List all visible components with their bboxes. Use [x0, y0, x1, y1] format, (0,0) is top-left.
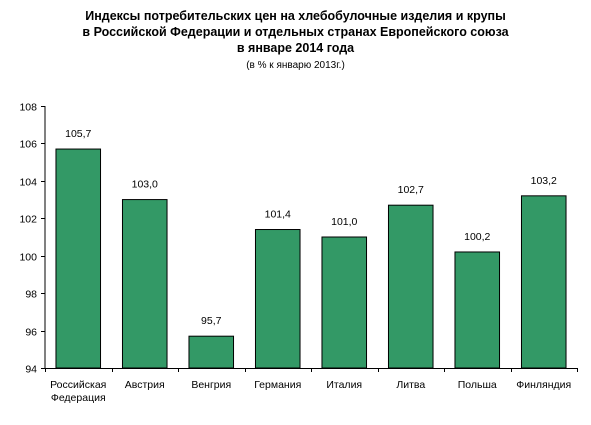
y-axis: 94 96 98 100 102 104 106 108 — [19, 102, 46, 376]
y-tick-label: 108 — [19, 102, 37, 114]
data-label: 95,7 — [201, 315, 222, 327]
data-label: 103,0 — [132, 179, 158, 191]
data-label: 102,7 — [398, 184, 424, 196]
data-label: 105,7 — [65, 128, 91, 140]
y-tick-label: 100 — [19, 252, 37, 264]
chart-title: Индексы потребительских цен на хлебобуло… — [0, 8, 591, 56]
x-tick-label: Германия — [254, 379, 301, 391]
chart-subtitle: (в % к январю 2013г.) — [246, 60, 345, 71]
x-tick-label: Федерация — [51, 392, 106, 404]
data-label: 103,2 — [531, 175, 557, 187]
chart-title-line-2: в Российской Федерации и отдельных стран… — [82, 25, 509, 39]
x-tick-label: Австрия — [125, 379, 165, 391]
x-tick-label: Литва — [396, 379, 425, 391]
chart-title-line-1: Индексы потребительских цен на хлебобуло… — [85, 9, 506, 23]
y-tick-label: 94 — [25, 364, 37, 376]
x-tick-label: Польша — [458, 379, 497, 391]
data-label: 101,0 — [331, 216, 357, 228]
data-label: 101,4 — [265, 209, 291, 221]
bar — [121, 199, 168, 369]
bar — [454, 251, 501, 369]
y-tick-label: 98 — [25, 289, 37, 301]
x-tick-label: Российская — [50, 379, 106, 391]
bar — [387, 204, 434, 369]
y-tick-label: 102 — [19, 214, 37, 226]
y-tick-label: 96 — [25, 327, 37, 339]
x-tick-label: Италия — [326, 379, 362, 391]
y-tick-label: 106 — [19, 139, 37, 151]
value-labels: 105,7 103,0 95,7 101,4 101,0 102,7 100,2 103,2 — [65, 128, 557, 327]
data-label: 100,2 — [464, 231, 490, 243]
bar — [520, 195, 567, 369]
bar — [188, 335, 235, 369]
bar — [321, 236, 368, 369]
x-tick-label: Финляндия — [516, 379, 571, 391]
bar — [254, 229, 301, 369]
bar — [55, 148, 102, 369]
y-tick-label: 104 — [19, 177, 37, 189]
chart-title-line-3: в январе 2014 года — [236, 41, 355, 55]
x-tick-label: Венгрия — [191, 379, 231, 391]
